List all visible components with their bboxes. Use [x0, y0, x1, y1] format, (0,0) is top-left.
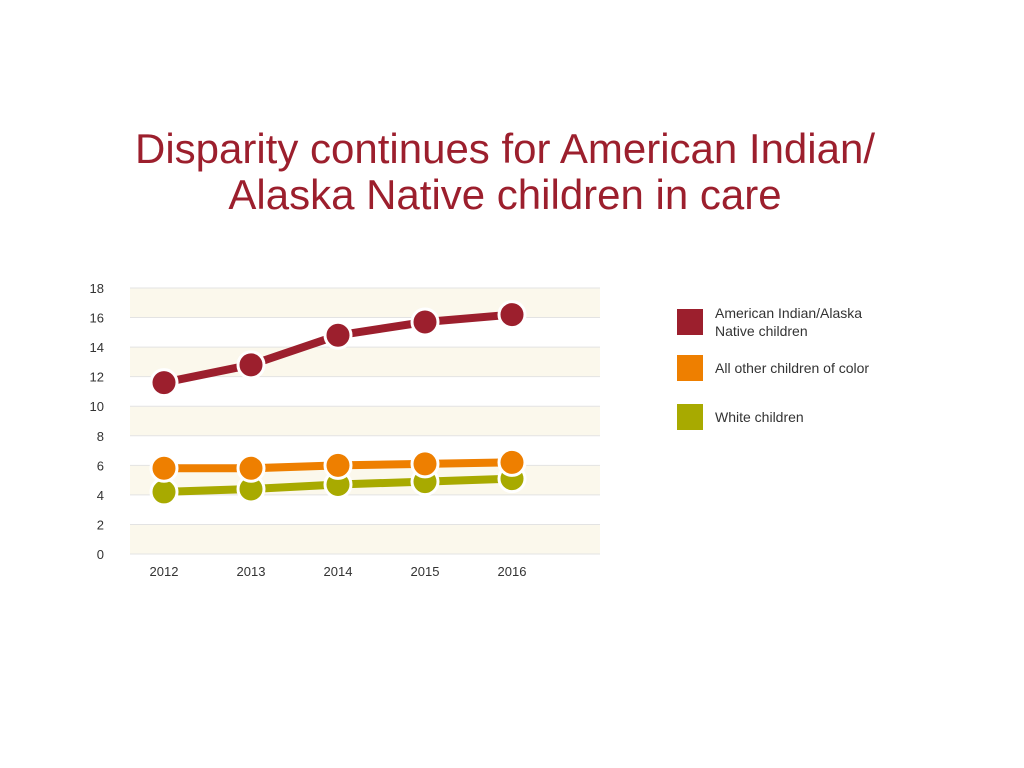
data-point	[236, 453, 266, 483]
y-tick-label: 16	[90, 311, 104, 326]
data-point	[149, 477, 179, 507]
y-tick-label: 12	[90, 370, 104, 385]
y-tick-label: 10	[90, 399, 104, 414]
legend-label-other-children-of-color: All other children of color	[715, 360, 870, 376]
y-tick-label: 0	[97, 547, 104, 562]
y-tick-label: 14	[90, 340, 104, 355]
legend-item-other-children-of-color: All other children of color	[677, 355, 905, 381]
y-tick-label: 2	[97, 517, 104, 532]
legend-swatch-white-children	[677, 404, 703, 430]
chart-title-line-1: Disparity continues for American Indian/	[134, 125, 876, 172]
chart-title-line-2: Alaska Native children in care	[228, 171, 782, 218]
legend-item-white-children: White children	[677, 404, 905, 430]
x-tick-label: 2015	[411, 564, 440, 579]
legend-label-white-children: White children	[715, 409, 804, 425]
chart-title: Disparity continues for American Indian/…	[60, 126, 950, 218]
y-tick-label: 18	[90, 281, 104, 296]
y-tick-label: 8	[97, 429, 104, 444]
grid-band	[130, 406, 600, 436]
data-point	[410, 307, 440, 337]
x-tick-label: 2016	[498, 564, 527, 579]
x-tick-label: 2014	[324, 564, 353, 579]
legend-item-american-indian: American Indian/Alaska Native children	[677, 304, 905, 340]
legend-swatch-american-indian	[677, 309, 703, 335]
grid-band	[130, 288, 600, 318]
x-tick-label: 2012	[150, 564, 179, 579]
y-tick-label: 4	[97, 488, 104, 503]
x-tick-label: 2013	[237, 564, 266, 579]
data-point	[497, 300, 527, 330]
legend-swatch-other-children-of-color	[677, 355, 703, 381]
grid-band	[130, 524, 600, 554]
data-point	[236, 350, 266, 380]
data-point	[323, 450, 353, 480]
y-tick-label: 6	[97, 458, 104, 473]
data-point	[149, 453, 179, 483]
data-point	[410, 449, 440, 479]
data-point	[323, 320, 353, 350]
data-point	[149, 368, 179, 398]
data-point	[497, 447, 527, 477]
legend-label-american-indian: American Indian/Alaska Native children	[715, 305, 863, 339]
